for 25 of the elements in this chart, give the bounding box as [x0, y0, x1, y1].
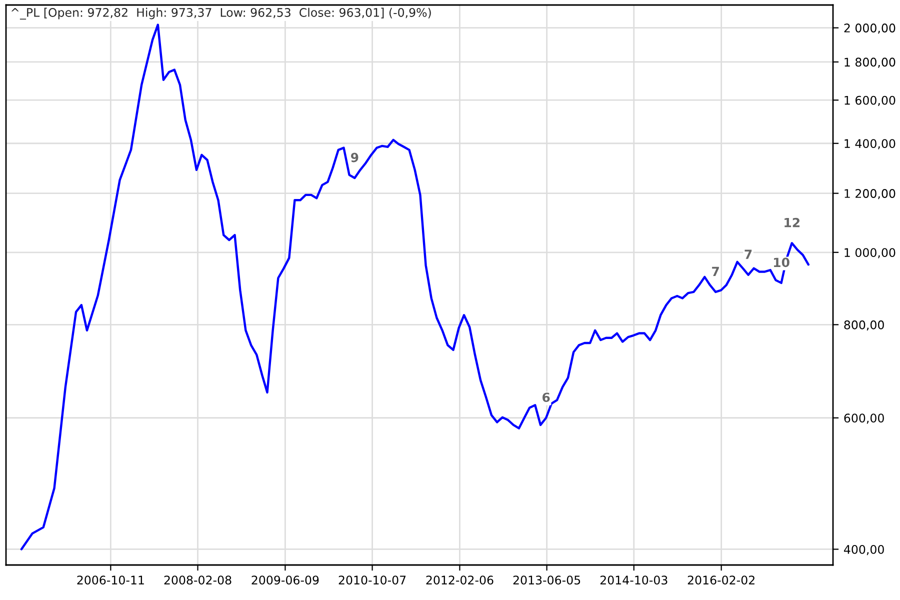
annotation: 10: [774, 258, 790, 268]
chart-title: ^_PL [Open: 972,82 High: 973,37 Low: 962,53 Close: 963,01] (-0,9%): [11, 8, 431, 20]
x-tick-label: 2010-10-07: [338, 576, 406, 585]
x-tick-label: 2012-02-06: [426, 576, 494, 585]
x-tick-label: 2013-06-05: [513, 576, 580, 585]
x-tick-label: 2014-10-03: [600, 576, 668, 585]
x-tick-label: 2016-02-02: [688, 576, 754, 585]
x-tick-label: 2009-06-09: [252, 576, 319, 585]
annotation: 6: [542, 392, 550, 402]
line-series: [20, 24, 810, 550]
y-tick-label: 1 000,00: [844, 248, 896, 258]
y-tick-label: 1 600,00: [844, 96, 896, 106]
y-tick-label: 1 800,00: [844, 58, 896, 68]
annotation: 12: [784, 218, 800, 228]
x-tick-label: 2008-02-08: [164, 576, 232, 585]
annotation: 7: [744, 250, 752, 259]
y-tick-label: 400,00: [844, 544, 884, 556]
annotation: 7: [712, 266, 719, 276]
y-tick-label: 800,00: [844, 320, 884, 331]
y-tick-label: 1 200,00: [844, 189, 896, 200]
y-tick-label: 2 000,00: [844, 24, 896, 34]
x-tick-label: 2006-10-11: [77, 576, 144, 585]
y-tick-label: 1 400,00: [844, 139, 896, 150]
y-tick-label: 600,00: [844, 414, 884, 424]
annotation: 9: [350, 152, 358, 162]
